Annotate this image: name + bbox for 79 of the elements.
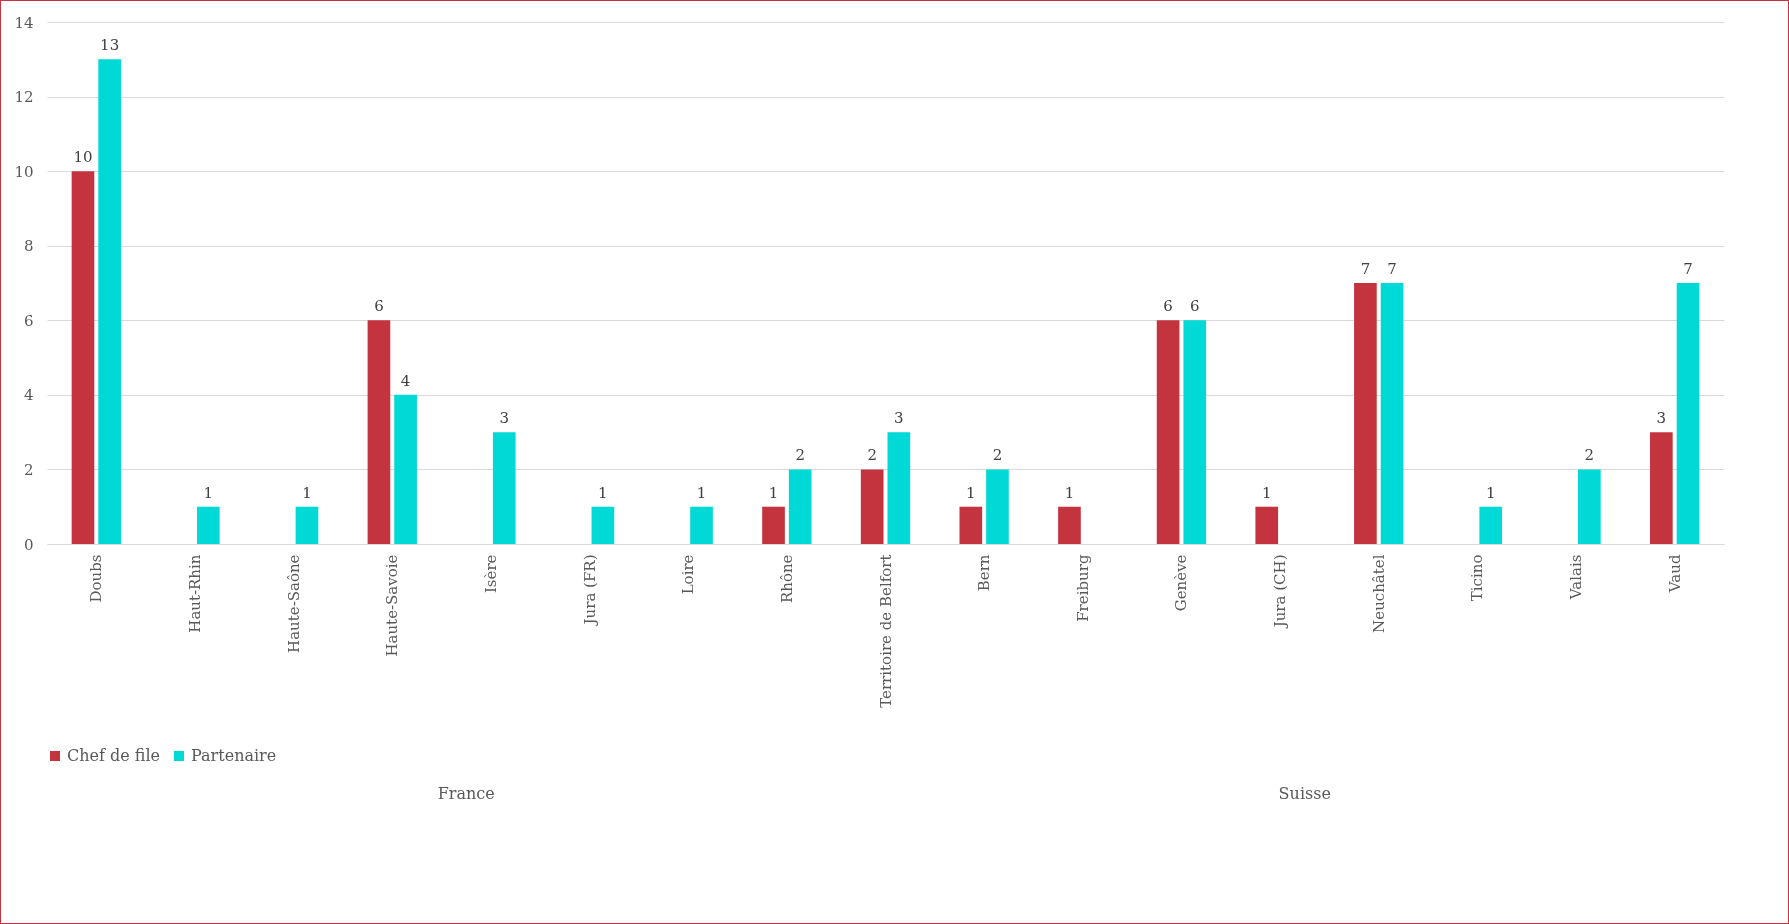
data-label: 7 — [1387, 260, 1397, 278]
bar — [1578, 469, 1601, 544]
y-tick-label: 10 — [14, 162, 34, 181]
data-label: 4 — [400, 371, 411, 390]
data-label: 3 — [894, 409, 904, 428]
y-tick-label: 12 — [14, 88, 34, 107]
text: France — [437, 784, 495, 803]
data-label: 3 — [1656, 409, 1667, 428]
data-label: 1 — [696, 483, 707, 502]
data-label: 13 — [100, 36, 120, 55]
x-tick-label: Ticino — [1468, 554, 1487, 602]
x-tick-label: Jura (FR) — [580, 554, 599, 627]
data-label: 1 — [302, 483, 312, 502]
bar — [591, 506, 615, 544]
bar — [367, 320, 391, 544]
bar — [1650, 432, 1673, 544]
x-tick-label: Haute-Saône — [284, 554, 303, 653]
data-label: 1 — [598, 483, 608, 502]
x-tick-label: Isère — [481, 554, 500, 594]
data-label: 6 — [374, 297, 384, 316]
bar — [762, 506, 785, 544]
bar — [71, 171, 95, 544]
bar — [959, 506, 983, 544]
data-label: 10 — [73, 148, 93, 167]
data-label: 1 — [1261, 483, 1272, 502]
data-label: 7 — [1360, 260, 1371, 278]
y-tick-label: 2 — [23, 460, 34, 479]
text: Suisse — [1278, 784, 1331, 803]
x-tick-label: Neuchâtel — [1369, 554, 1388, 633]
data-label: 1 — [1485, 483, 1496, 502]
x-tick-label: Valais — [1567, 554, 1586, 601]
bar — [1183, 320, 1207, 544]
bar — [1156, 320, 1180, 544]
y-tick-label: 0 — [23, 535, 34, 554]
x-tick-label: Doubs — [87, 554, 106, 603]
x-tick-label: Bern — [975, 554, 994, 592]
x-tick-label: Genève — [1172, 554, 1191, 612]
bar — [986, 469, 1009, 544]
bar — [1058, 506, 1081, 544]
data-label: 2 — [867, 446, 877, 465]
bar — [492, 432, 516, 544]
bar — [1380, 283, 1404, 544]
data-label: 1 — [966, 483, 976, 502]
x-tick-label: Loire — [679, 554, 698, 595]
legend-label: Chef de file — [67, 746, 161, 765]
y-tick-label: 8 — [23, 237, 34, 256]
x-tick-label: Territoire de Belfort — [876, 554, 895, 708]
x-tick-label: Jura (CH) — [1271, 554, 1290, 630]
legend-label: Partenaire — [191, 746, 277, 765]
data-label: 2 — [992, 446, 1003, 465]
bar — [394, 394, 417, 544]
bar — [1255, 506, 1279, 544]
bar — [860, 469, 884, 544]
data-label: 2 — [795, 446, 805, 465]
y-tick-label: 4 — [23, 386, 34, 405]
bar — [196, 506, 220, 544]
data-label: 1 — [1064, 483, 1075, 502]
bar — [295, 506, 319, 544]
data-label: 2 — [1584, 446, 1595, 465]
x-tick-label: Freiburg — [1073, 554, 1092, 622]
data-label: 6 — [1190, 297, 1200, 316]
x-tick-label: Vaud — [1665, 554, 1684, 594]
bar — [1479, 506, 1503, 544]
data-label: 1 — [203, 483, 214, 502]
x-tick-label: Rhône — [777, 554, 796, 604]
data-label: 6 — [1163, 297, 1173, 316]
data-label: 7 — [1683, 260, 1693, 278]
bar — [887, 432, 911, 544]
bar — [1676, 283, 1700, 544]
y-tick-label: 6 — [23, 311, 34, 330]
bar — [98, 59, 121, 544]
bar — [690, 506, 713, 544]
bar — [788, 469, 812, 544]
x-tick-label: Haute-Savoie — [383, 554, 402, 657]
x-tick-label: Haut-Rhin — [185, 554, 204, 633]
y-tick-label: 14 — [14, 13, 34, 32]
data-label: 1 — [768, 483, 779, 502]
bar — [1354, 283, 1377, 544]
data-label: 3 — [499, 409, 510, 428]
